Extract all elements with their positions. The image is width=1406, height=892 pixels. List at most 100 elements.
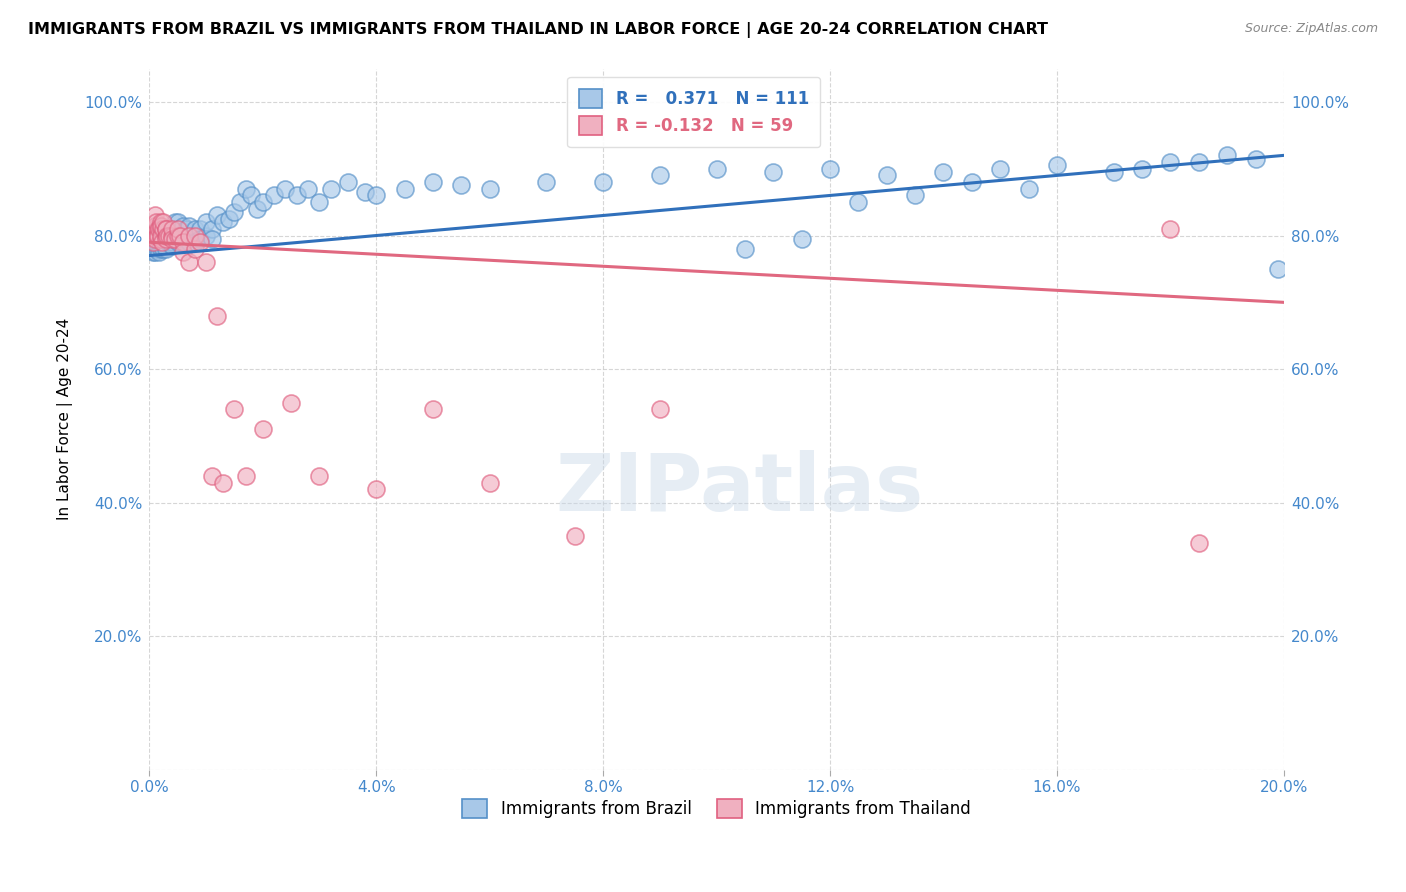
Point [149, 242, 172, 256]
Point [177, 255, 200, 269]
Point [285, 188, 308, 202]
Point [1159, 155, 1181, 169]
Point [988, 161, 1011, 176]
Point [172, 228, 194, 243]
Point [960, 175, 983, 189]
Point [155, 222, 177, 236]
Point [274, 182, 297, 196]
Point [143, 222, 166, 236]
Point [734, 242, 756, 256]
Point [235, 182, 257, 196]
Point [336, 175, 359, 189]
Point [156, 228, 179, 243]
Point [162, 228, 184, 243]
Point [143, 228, 166, 243]
Point [177, 235, 200, 250]
Point [155, 232, 177, 246]
Point [1130, 161, 1153, 176]
Point [149, 238, 172, 252]
Point [148, 238, 170, 252]
Point [143, 232, 166, 246]
Point [155, 222, 177, 236]
Point [212, 215, 235, 229]
Point [201, 222, 224, 236]
Point [149, 228, 172, 243]
Point [1244, 152, 1267, 166]
Point [394, 182, 416, 196]
Point [177, 228, 200, 243]
Point [252, 422, 274, 436]
Point [155, 222, 177, 236]
Point [183, 228, 205, 243]
Point [146, 222, 169, 236]
Point [145, 215, 167, 229]
Point [160, 232, 183, 246]
Point [143, 245, 166, 260]
Point [174, 222, 197, 236]
Point [848, 195, 870, 210]
Point [156, 228, 179, 243]
Point [366, 188, 388, 202]
Point [194, 228, 217, 243]
Point [157, 228, 180, 243]
Point [218, 211, 240, 226]
Point [155, 238, 177, 252]
Point [172, 235, 194, 250]
Point [155, 228, 177, 243]
Point [160, 222, 183, 236]
Point [252, 195, 274, 210]
Point [564, 529, 586, 543]
Point [353, 185, 375, 199]
Point [166, 222, 188, 236]
Point [149, 225, 172, 239]
Point [319, 182, 342, 196]
Point [148, 232, 170, 246]
Point [188, 235, 211, 250]
Point [1102, 165, 1125, 179]
Point [143, 235, 166, 250]
Point [157, 232, 180, 246]
Point [183, 242, 205, 256]
Point [139, 228, 162, 243]
Point [246, 202, 269, 216]
Point [422, 175, 444, 189]
Point [478, 182, 501, 196]
Point [160, 228, 183, 243]
Point [149, 232, 172, 246]
Point [149, 235, 172, 250]
Point [876, 169, 898, 183]
Point [141, 222, 163, 236]
Point [366, 483, 388, 497]
Point [1216, 148, 1239, 162]
Point [146, 235, 169, 250]
Point [308, 195, 330, 210]
Point [160, 235, 183, 250]
Point [141, 235, 163, 250]
Point [149, 228, 172, 243]
Point [143, 209, 166, 223]
Point [201, 232, 224, 246]
Point [156, 235, 179, 250]
Point [139, 242, 162, 256]
Point [212, 475, 235, 490]
Point [194, 215, 217, 229]
Point [160, 238, 183, 252]
Point [163, 232, 186, 246]
Point [148, 222, 170, 236]
Point [592, 175, 614, 189]
Point [240, 188, 263, 202]
Y-axis label: In Labor Force | Age 20-24: In Labor Force | Age 20-24 [58, 318, 73, 520]
Point [1188, 536, 1211, 550]
Point [143, 242, 166, 256]
Text: ZIPatlas: ZIPatlas [555, 450, 924, 528]
Point [183, 222, 205, 236]
Point [422, 402, 444, 417]
Legend: Immigrants from Brazil, Immigrants from Thailand: Immigrants from Brazil, Immigrants from … [456, 792, 977, 825]
Point [149, 228, 172, 243]
Point [235, 469, 257, 483]
Point [150, 235, 173, 250]
Point [188, 232, 211, 246]
Point [207, 309, 229, 323]
Point [229, 195, 252, 210]
Point [706, 161, 728, 176]
